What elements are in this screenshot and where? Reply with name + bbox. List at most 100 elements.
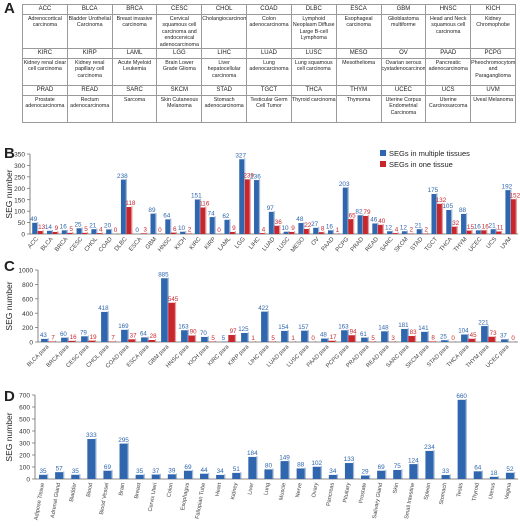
value-label: 46	[370, 217, 378, 224]
value-label: 25	[440, 333, 447, 340]
bar-shade	[74, 340, 77, 342]
table-fullname-cell: Kidney renal papillary cell carcinoma	[66, 58, 113, 87]
bar	[170, 232, 176, 234]
bar	[183, 470, 192, 479]
bar	[372, 223, 378, 234]
value-label: 39	[168, 468, 176, 475]
bar-shade	[456, 225, 458, 234]
x-tick-label: UVM	[500, 236, 513, 250]
value-label: 10	[281, 225, 289, 232]
value-label: 60	[60, 331, 67, 338]
bar	[496, 231, 501, 234]
value-label: 5	[211, 335, 215, 342]
bar-shade	[127, 442, 129, 479]
table-abbr-cell: READ	[66, 85, 113, 97]
table-fullname-cell: Kidney renal clear cell carcinoma	[22, 58, 68, 87]
table-abbr-cell: BRCA	[111, 4, 158, 15]
bar	[501, 339, 508, 342]
bar	[408, 336, 415, 342]
bar	[461, 213, 466, 234]
x-tick-label: READ	[365, 236, 381, 253]
bar	[392, 233, 398, 234]
table-fullname-cell: Mesothelioma	[335, 58, 382, 87]
bar-shade	[214, 340, 217, 342]
value-label: 8	[321, 225, 325, 232]
bar-shade	[116, 233, 118, 234]
value-label: 64	[163, 213, 171, 220]
bar	[466, 230, 472, 234]
bar-shade	[407, 328, 409, 342]
x-tick-label: HNSC	[157, 236, 173, 253]
x-tick-label: Lung	[263, 482, 271, 495]
bar-shade	[175, 231, 177, 234]
bar-shade	[500, 230, 503, 234]
table-abbr-cell: KIRP	[66, 48, 113, 60]
bar	[281, 330, 288, 342]
table-abbr-cell: STAD	[201, 85, 248, 97]
value-label: 37	[500, 333, 507, 340]
table-fullname-cell: Sarcoma	[111, 95, 158, 124]
value-label: 69	[104, 464, 112, 471]
bar	[188, 335, 195, 342]
x-tick-label: THCA	[439, 236, 454, 252]
bar-shade	[304, 467, 306, 479]
legend-label: SEGs in one tissue	[389, 160, 453, 169]
y-tick-label: 200	[22, 325, 33, 332]
bar-shade	[47, 474, 49, 479]
value-label: 1	[336, 227, 340, 234]
table-abbr-cell: ESCA	[335, 4, 382, 15]
bar-shade	[247, 332, 249, 342]
table-fullname-cell: Uterine Carcinosarcoma	[425, 95, 472, 124]
bar	[254, 180, 259, 234]
bar	[200, 207, 206, 234]
bar-shade	[267, 310, 269, 342]
x-tick-label: Breast	[134, 482, 143, 499]
x-tick-label: STAD	[410, 236, 425, 252]
value-label: 52	[506, 466, 514, 473]
value-label: 57	[56, 465, 64, 472]
bar-shade	[406, 230, 408, 234]
value-label: 0	[114, 227, 118, 234]
bar-shade	[147, 336, 149, 342]
bar-shade	[63, 471, 65, 479]
value-label: 32	[452, 220, 460, 227]
bar-shade	[486, 229, 488, 234]
bar-shade	[134, 338, 137, 342]
bar	[268, 211, 274, 234]
bar	[510, 199, 516, 234]
bar-shade	[354, 334, 357, 342]
value-label: 660	[456, 393, 467, 400]
bar-shade	[140, 233, 142, 234]
bar-shade	[352, 462, 355, 479]
value-label: 94	[350, 328, 357, 335]
bar-shade	[367, 336, 369, 342]
value-label: 0	[451, 335, 455, 342]
bar-shade	[513, 471, 516, 479]
x-tick-label: LIHC	[248, 236, 262, 251]
value-label: 163	[338, 323, 349, 330]
table-abbr-cell: PAAD	[425, 48, 472, 60]
value-label: 90	[190, 329, 197, 336]
bar-shade	[79, 474, 81, 479]
value-label: 5	[84, 226, 88, 233]
x-tick-label: Brain	[118, 482, 126, 496]
value-label: 192	[502, 183, 513, 190]
table-abbr-cell: TGCT	[246, 85, 292, 97]
bar-shade	[187, 329, 189, 342]
bar-shade	[392, 230, 394, 234]
value-label: 295	[118, 437, 129, 444]
value-label: 19	[90, 334, 97, 341]
bar	[344, 463, 353, 479]
y-tick-label: 200	[14, 186, 25, 193]
bar	[341, 330, 348, 342]
table-fullname-cell: Adrenocortical carcinoma	[22, 13, 68, 50]
bar	[416, 229, 422, 234]
bar	[481, 326, 488, 342]
table-abbr-cell: LUAD	[246, 48, 292, 60]
bar-shade	[294, 341, 297, 342]
bar	[363, 215, 368, 234]
x-tick-label: Nerve	[295, 482, 304, 498]
value-label: 82	[355, 208, 363, 215]
x-tick-label: Small Intestine	[404, 482, 416, 519]
